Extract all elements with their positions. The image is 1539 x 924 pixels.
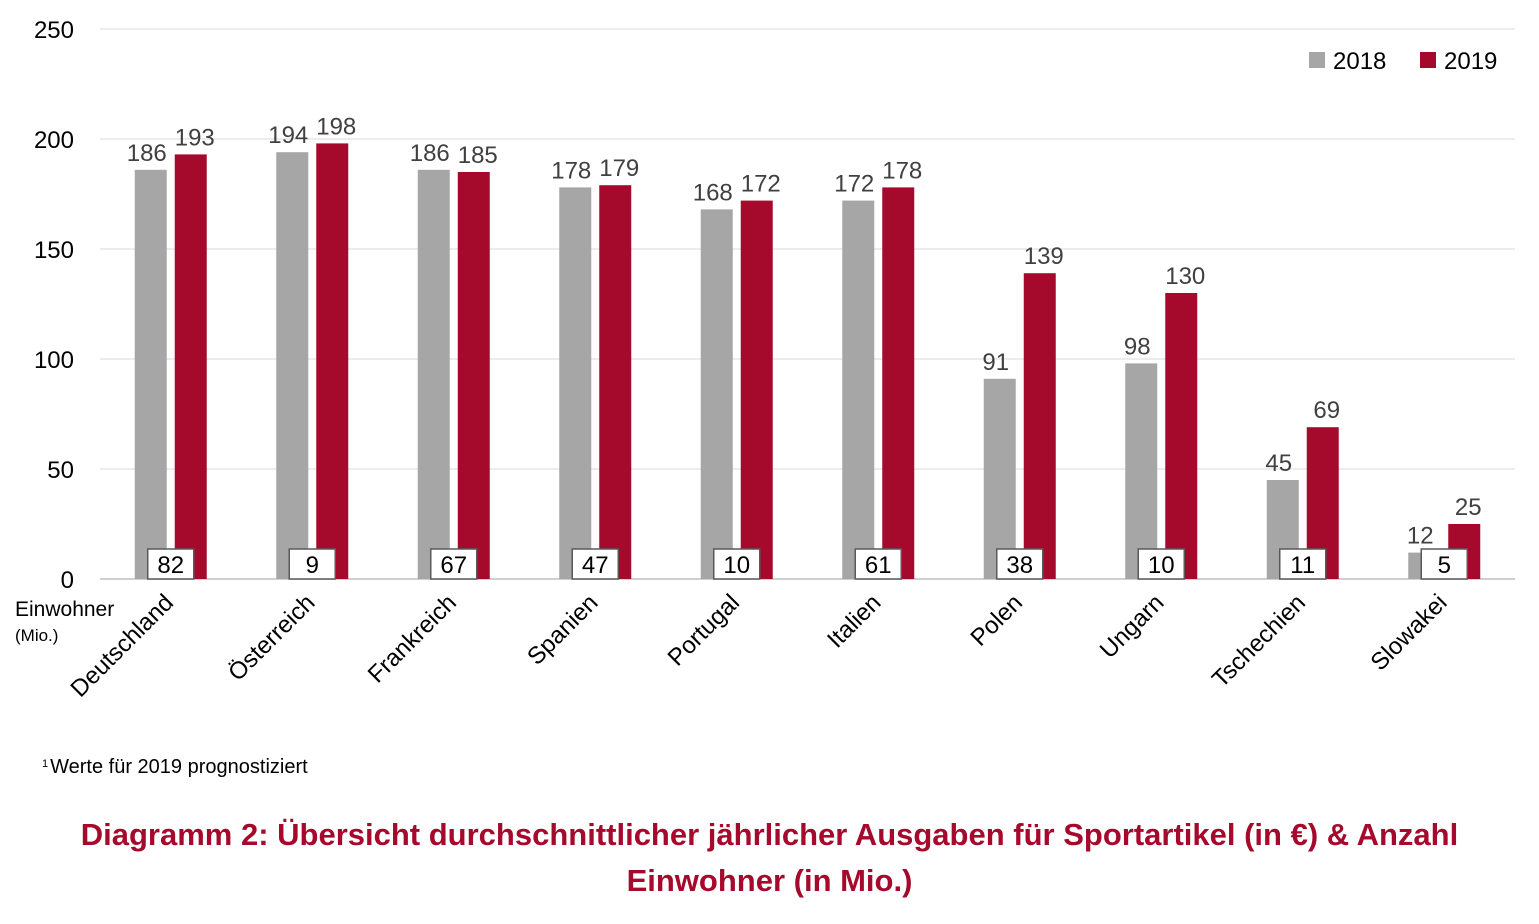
data-label-2018: 168 bbox=[693, 179, 733, 206]
population-axis-label: Einwohner bbox=[15, 598, 115, 621]
y-axis-ticks: 0 50 100 150 200 250 bbox=[34, 17, 74, 594]
bar-2018 bbox=[842, 200, 875, 579]
population-box bbox=[1279, 548, 1327, 580]
data-label-2019: 185 bbox=[458, 142, 498, 169]
data-label-2019: 198 bbox=[316, 113, 356, 140]
data-label-2018: 186 bbox=[127, 140, 167, 167]
bar-2019 bbox=[1165, 293, 1198, 579]
data-label-2018: 98 bbox=[1124, 333, 1151, 360]
population-value: 47 bbox=[582, 552, 609, 579]
data-label-2019: 139 bbox=[1024, 243, 1064, 270]
y-tick-label: 150 bbox=[34, 237, 74, 264]
y-tick-label: 250 bbox=[34, 17, 74, 44]
population-value: 10 bbox=[1148, 552, 1175, 579]
y-tick-label: 50 bbox=[47, 457, 74, 484]
population-box bbox=[1420, 548, 1468, 580]
y-tick-label: 100 bbox=[34, 347, 74, 374]
population-value: 10 bbox=[723, 552, 750, 579]
category-label: Polen bbox=[965, 589, 1028, 652]
data-label-2019: 179 bbox=[599, 155, 639, 182]
footnote-marker: 1 bbox=[42, 758, 49, 770]
population-value: 5 bbox=[1438, 552, 1451, 579]
data-label-2019: 193 bbox=[175, 124, 215, 151]
category-label: Spanien bbox=[522, 589, 603, 670]
legend: 2018 2019 bbox=[1309, 48, 1497, 75]
category-label: Ungarn bbox=[1095, 589, 1170, 664]
population-value: 9 bbox=[306, 552, 319, 579]
data-label-2018: 45 bbox=[1265, 450, 1292, 477]
data-label-2018: 12 bbox=[1407, 523, 1434, 550]
data-label-2018: 186 bbox=[410, 140, 450, 167]
population-value: 38 bbox=[1006, 552, 1033, 579]
data-label-2018: 194 bbox=[268, 122, 308, 149]
population-box bbox=[147, 548, 195, 580]
population-value: 67 bbox=[440, 552, 467, 579]
category-label: Österreich bbox=[223, 589, 320, 686]
population-boxes: 82 9 67 47 10 61 38 10 11 5 bbox=[147, 548, 1468, 580]
category-label: Tschechien bbox=[1207, 589, 1311, 693]
footnote-text: Werte für 2019 prognostiziert bbox=[50, 756, 308, 778]
bars bbox=[134, 143, 1481, 580]
population-box bbox=[288, 548, 336, 580]
bar-2019 bbox=[599, 185, 632, 579]
bar-2019 bbox=[1023, 273, 1056, 579]
legend-label-2018: 2018 bbox=[1333, 48, 1386, 75]
category-label: Italien bbox=[822, 589, 886, 653]
data-label-2018: 172 bbox=[834, 171, 874, 198]
population-box bbox=[1137, 548, 1185, 580]
bar-2018 bbox=[134, 169, 167, 580]
bar-2019 bbox=[740, 200, 773, 579]
population-value: 82 bbox=[157, 552, 184, 579]
data-labels: 186 193 194 198 186 185 178 179 168 172 172 178 91 13… bbox=[127, 113, 1482, 549]
bar-2018 bbox=[559, 187, 592, 579]
category-label: Frankreich bbox=[363, 589, 462, 688]
bar-2018 bbox=[983, 378, 1016, 579]
bar-chart: 0 50 100 150 200 250 186 193 194 198 186 185 178 179… bbox=[34, 17, 1515, 703]
population-box bbox=[854, 548, 902, 580]
bar-2019 bbox=[457, 172, 490, 579]
bar-2019 bbox=[174, 154, 207, 579]
bar-2019 bbox=[316, 143, 349, 579]
data-label-2019: 25 bbox=[1455, 494, 1482, 521]
data-label-2018: 91 bbox=[982, 349, 1009, 376]
y-tick-label: 0 bbox=[61, 567, 74, 594]
population-axis-unit: (Mio.) bbox=[15, 626, 59, 645]
bar-2018 bbox=[700, 209, 733, 579]
legend-label-2019: 2019 bbox=[1444, 48, 1497, 75]
bar-2018 bbox=[417, 169, 450, 580]
gridlines bbox=[100, 28, 1515, 580]
population-value: 61 bbox=[865, 552, 892, 579]
footnote: 1 Werte für 2019 prognostiziert bbox=[42, 756, 308, 779]
y-tick-label: 200 bbox=[34, 127, 74, 154]
population-box bbox=[430, 548, 478, 580]
population-box bbox=[996, 548, 1044, 580]
population-box bbox=[713, 548, 761, 580]
category-label: Slowakei bbox=[1365, 589, 1452, 676]
chart-title: Diagramm 2: Übersicht durchschnittlicher… bbox=[80, 817, 1459, 898]
category-labels: Deutschland Österreich Frankreich Spanien Po… bbox=[66, 589, 1453, 702]
data-label-2019: 178 bbox=[882, 157, 922, 184]
category-label: Portugal bbox=[663, 589, 745, 671]
data-label-2019: 69 bbox=[1313, 397, 1340, 424]
data-label-2019: 172 bbox=[741, 171, 781, 198]
data-label-2019: 130 bbox=[1165, 263, 1205, 290]
bar-2018 bbox=[276, 152, 309, 579]
population-value: 11 bbox=[1290, 552, 1315, 579]
bar-2019 bbox=[882, 187, 915, 579]
legend-swatch-2019 bbox=[1420, 52, 1436, 68]
data-label-2018: 178 bbox=[551, 157, 591, 184]
bar-2018 bbox=[1125, 363, 1158, 579]
legend-swatch-2018 bbox=[1309, 52, 1325, 68]
population-box bbox=[571, 548, 619, 580]
